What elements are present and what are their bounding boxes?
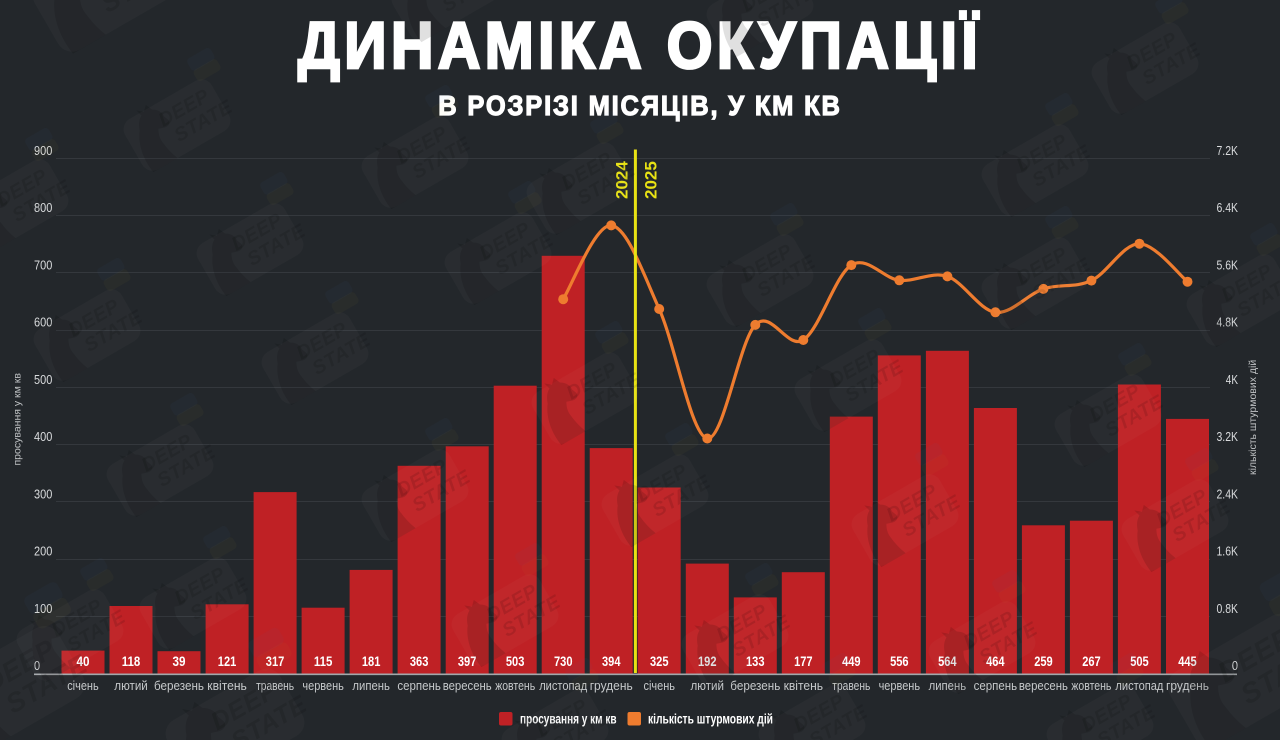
svg-text:березень: березень — [730, 679, 780, 693]
svg-text:грудень: грудень — [590, 679, 633, 693]
svg-text:липень: липень — [929, 679, 967, 693]
svg-text:700: 700 — [34, 258, 52, 273]
svg-text:177: 177 — [794, 653, 813, 669]
svg-text:200: 200 — [34, 544, 52, 559]
svg-text:600: 600 — [34, 315, 52, 330]
svg-text:400: 400 — [34, 429, 52, 444]
svg-text:564: 564 — [938, 653, 957, 669]
svg-text:267: 267 — [1082, 653, 1101, 669]
svg-text:2024: 2024 — [613, 161, 632, 199]
svg-text:39: 39 — [173, 653, 186, 669]
svg-text:вересень: вересень — [1019, 679, 1068, 693]
svg-text:464: 464 — [986, 653, 1005, 669]
svg-text:вересень: вересень — [443, 679, 492, 693]
svg-text:7.2K: 7.2K — [1217, 143, 1239, 158]
svg-text:3.2K: 3.2K — [1217, 429, 1239, 444]
svg-text:500: 500 — [34, 372, 52, 387]
svg-text:118: 118 — [122, 653, 141, 669]
svg-text:квітень: квітень — [784, 679, 824, 693]
svg-text:кількість штурмових дій: кількість штурмових дій — [1247, 360, 1259, 475]
svg-text:133: 133 — [746, 653, 765, 669]
svg-text:1.6K: 1.6K — [1217, 544, 1239, 559]
svg-text:червень: червень — [879, 679, 921, 693]
svg-text:грудень: грудень — [1166, 679, 1209, 693]
svg-text:лютий: лютий — [114, 679, 148, 693]
svg-text:363: 363 — [410, 653, 429, 669]
svg-text:січень: січень — [67, 679, 99, 693]
svg-text:0: 0 — [1232, 658, 1238, 673]
svg-text:6.4K: 6.4K — [1217, 200, 1239, 215]
svg-text:листопад: листопад — [1115, 679, 1164, 693]
svg-text:січень: січень — [644, 679, 676, 693]
svg-text:325: 325 — [650, 653, 669, 669]
svg-text:4K: 4K — [1226, 372, 1238, 387]
svg-text:300: 300 — [34, 486, 52, 501]
svg-text:червень: червень — [302, 679, 344, 693]
svg-text:березень: березень — [154, 679, 204, 693]
svg-text:серпень: серпень — [974, 679, 1018, 693]
svg-text:серпень: серпень — [397, 679, 441, 693]
svg-text:556: 556 — [890, 653, 909, 669]
svg-text:900: 900 — [34, 143, 52, 158]
svg-text:0: 0 — [34, 658, 40, 673]
svg-text:лютий: лютий — [691, 679, 725, 693]
svg-text:100: 100 — [34, 601, 52, 616]
svg-text:2.4K: 2.4K — [1217, 486, 1239, 501]
svg-text:259: 259 — [1034, 653, 1053, 669]
svg-text:4.8K: 4.8K — [1217, 315, 1239, 330]
svg-text:181: 181 — [362, 653, 381, 669]
svg-text:449: 449 — [842, 653, 861, 669]
svg-text:121: 121 — [218, 653, 237, 669]
svg-text:листопад: листопад — [539, 679, 588, 693]
svg-text:445: 445 — [1178, 653, 1197, 669]
svg-text:травень: травень — [832, 679, 870, 693]
svg-text:317: 317 — [266, 653, 285, 669]
svg-text:503: 503 — [506, 653, 525, 669]
svg-text:жовтень: жовтень — [1071, 679, 1111, 693]
svg-text:505: 505 — [1130, 653, 1149, 669]
svg-text:травень: травень — [256, 679, 294, 693]
svg-text:115: 115 — [314, 653, 333, 669]
svg-text:5.6K: 5.6K — [1217, 258, 1239, 273]
svg-text:192: 192 — [698, 653, 717, 669]
svg-text:просування у км кв: просування у км кв — [520, 712, 617, 727]
svg-text:просування у км кв: просування у км кв — [12, 373, 24, 466]
svg-text:397: 397 — [458, 653, 477, 669]
svg-text:394: 394 — [602, 653, 621, 669]
svg-text:жовтень: жовтень — [495, 679, 535, 693]
svg-text:липень: липень — [352, 679, 390, 693]
svg-text:квітень: квітень — [207, 679, 247, 693]
svg-text:кількість штурмових дій: кількість штурмових дій — [648, 712, 773, 727]
svg-text:2025: 2025 — [642, 161, 661, 199]
svg-text:800: 800 — [34, 200, 52, 215]
svg-text:40: 40 — [77, 653, 90, 669]
svg-text:0.8K: 0.8K — [1217, 601, 1239, 616]
svg-text:730: 730 — [554, 653, 573, 669]
